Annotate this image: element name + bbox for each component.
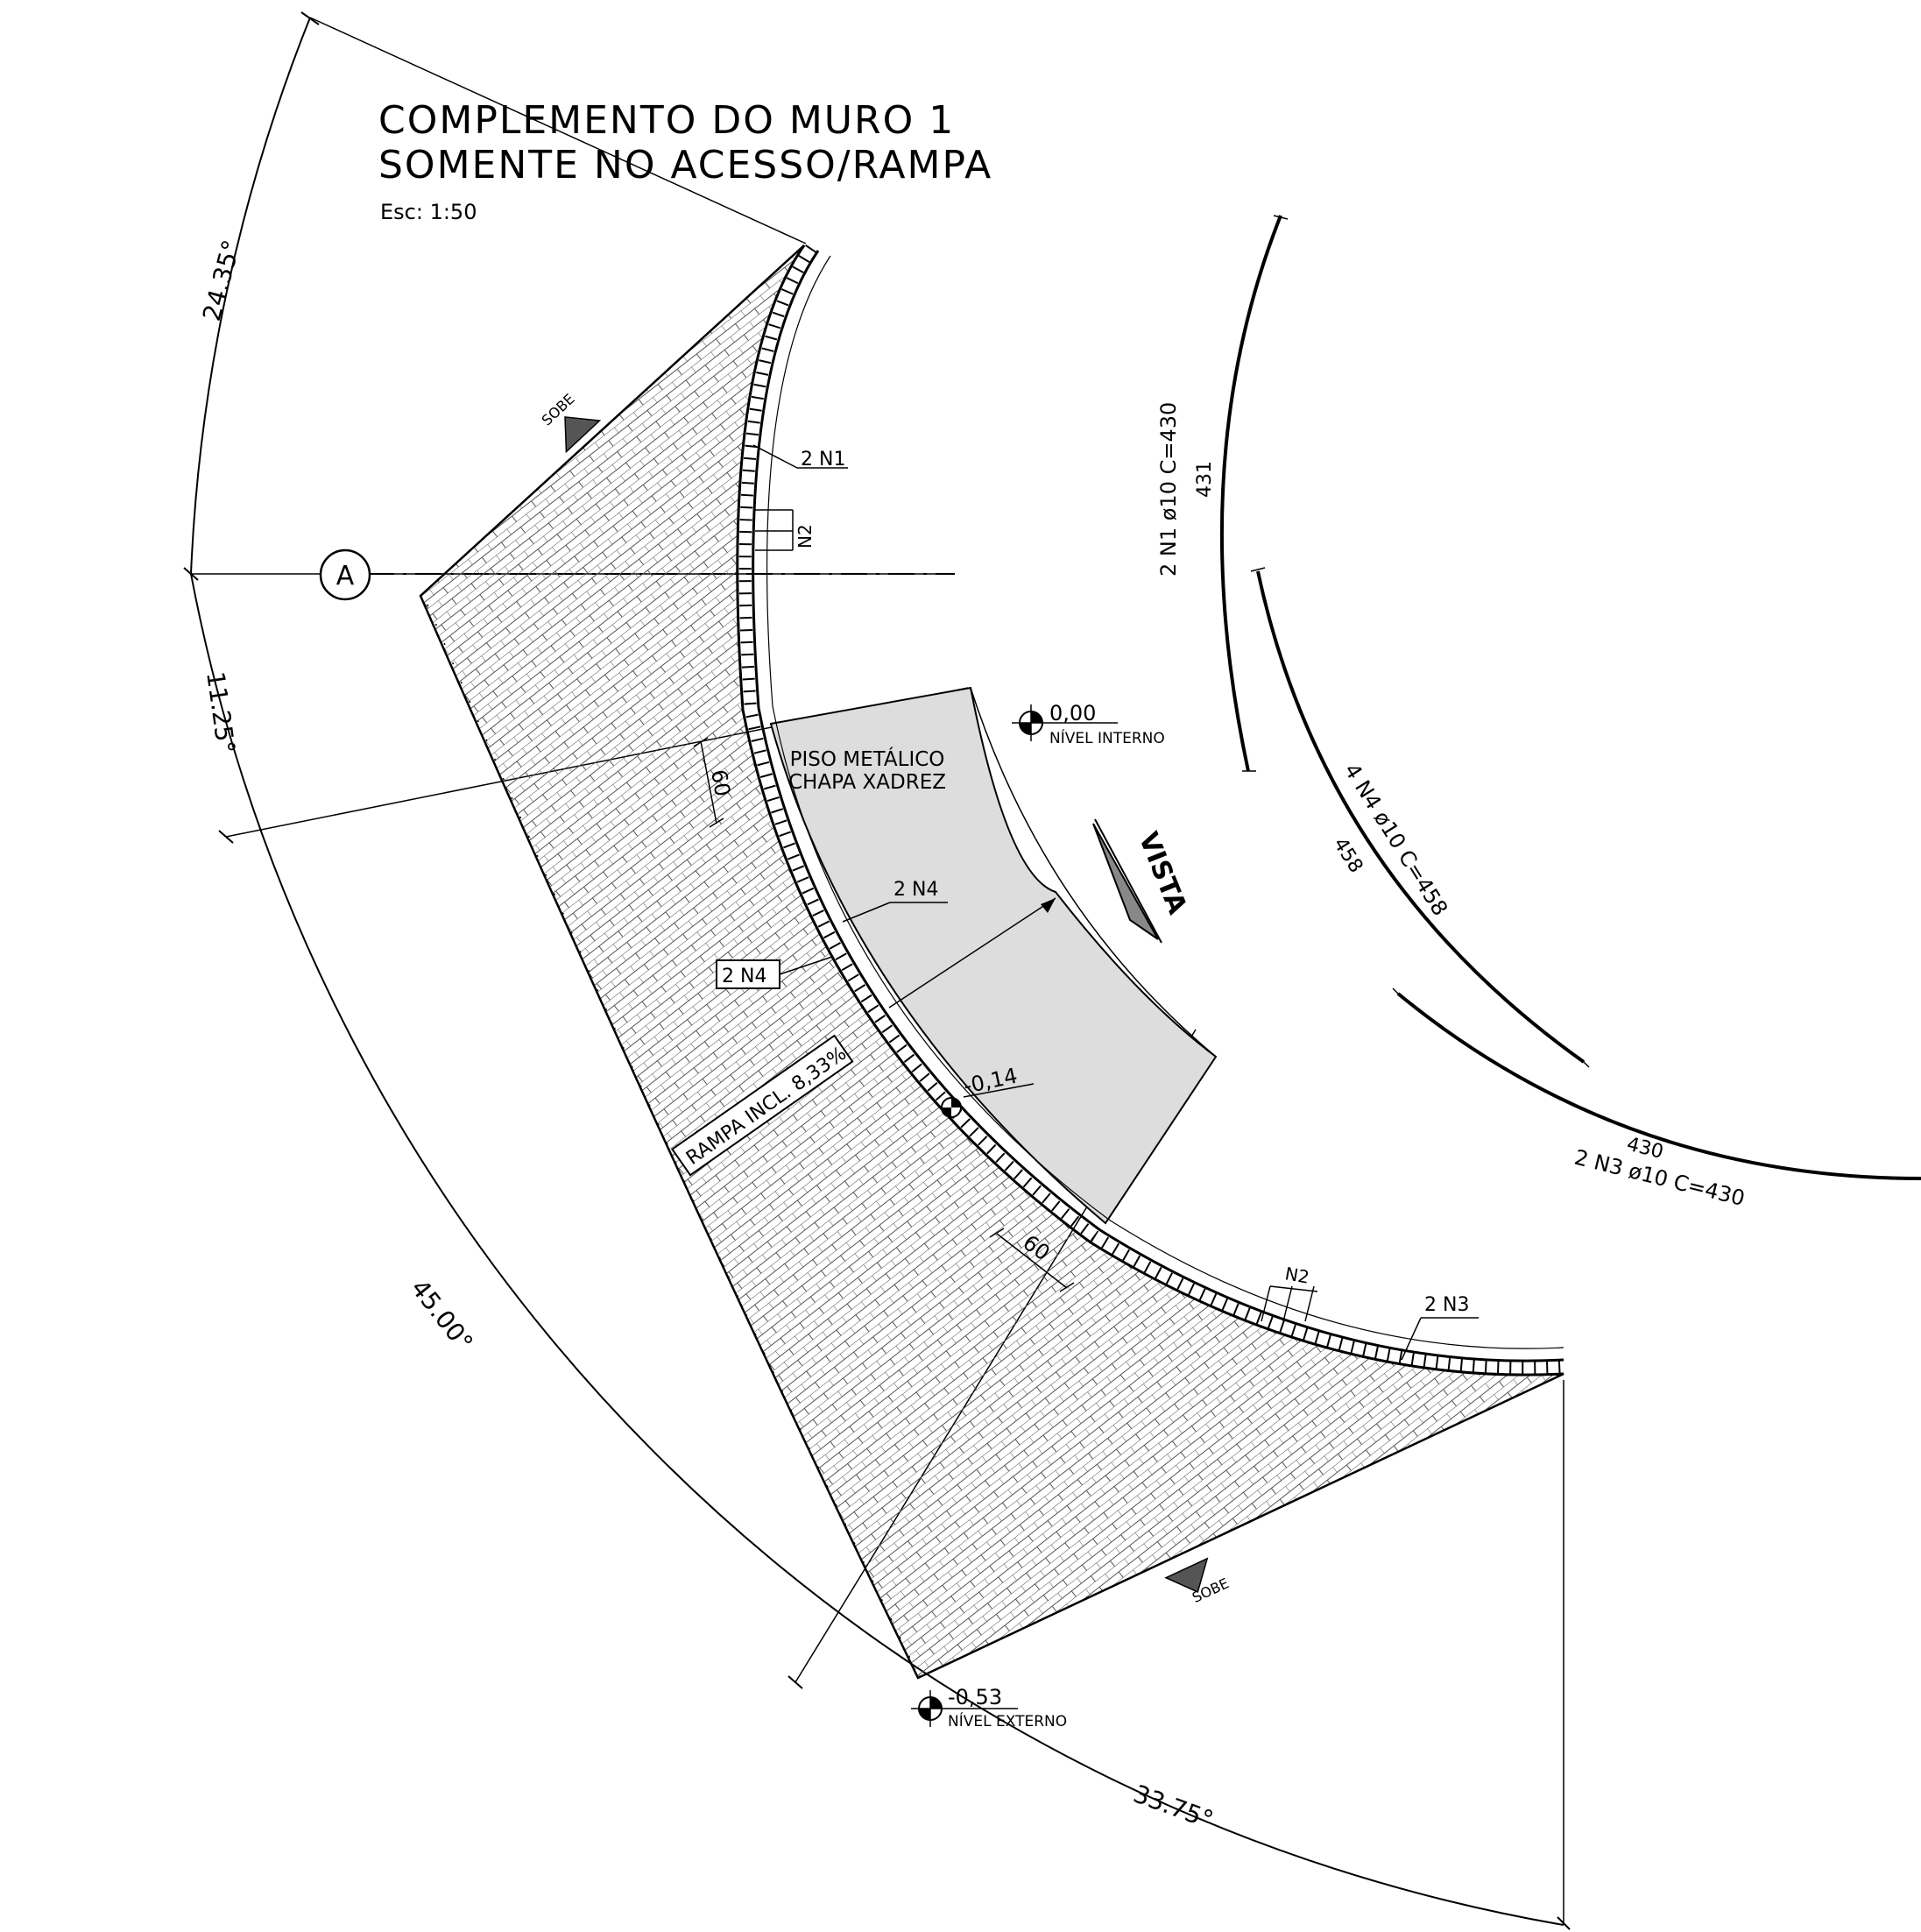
- angle-45-00: 45.00°: [405, 1274, 478, 1357]
- callout-2n4-top: 2 N4: [893, 879, 938, 901]
- rebar-n4-length: 458: [1329, 834, 1367, 877]
- metal-floor: [769, 686, 1218, 1225]
- title-line-2: SOMENTE NO ACESSO/RAMPA: [378, 143, 992, 188]
- callout-n2-bottom: N2: [1283, 1263, 1310, 1287]
- floor-label-line1: PISO METÁLICO: [790, 747, 945, 771]
- level-internal-label: NÍVEL INTERNO: [1049, 728, 1165, 747]
- level-external-value: -0,53: [948, 1685, 1002, 1709]
- level-external: -0,53 NÍVEL EXTERNO: [911, 1685, 1067, 1730]
- scale-note: Esc: 1:50: [380, 200, 477, 224]
- rebar-callouts: 2 N1 N2 2 N4 2 N4 N2 2 N3: [716, 444, 1479, 1361]
- section-marker: [319, 548, 371, 601]
- title-line-1: COMPLEMENTO DO MURO 1: [378, 98, 955, 143]
- rebar-n1-spec: 2 N1 ø10 C=430: [1156, 402, 1181, 577]
- section-cut-a: A: [319, 548, 955, 601]
- rebar-n4-spec: 4 N4 ø10 C=458: [1339, 759, 1452, 920]
- level-internal-value: 0,00: [1049, 701, 1096, 725]
- callout-n2-top: N2: [795, 524, 816, 548]
- metal-floor-label: PISO METÁLICO CHAPA XADREZ: [788, 747, 946, 794]
- rebar-n1-length: 431: [1194, 461, 1216, 498]
- callout-2n1: 2 N1: [801, 449, 845, 471]
- floor-label-line2: CHAPA XADREZ: [788, 771, 946, 794]
- angle-11-25: 11.25°: [201, 669, 241, 755]
- title-block: COMPLEMENTO DO MURO 1 SOMENTE NO ACESSO/…: [378, 98, 992, 224]
- sobe-arrow-bottom: SOBE: [1164, 1557, 1232, 1606]
- callout-2n3: 2 N3: [1424, 1294, 1469, 1316]
- curved-wall: [736, 244, 1564, 1376]
- vista-view-arrow: VISTA: [1092, 818, 1193, 944]
- angle-24-35: 24.35°: [197, 237, 246, 324]
- callout-2n4-boxed: 2 N4: [722, 966, 766, 987]
- level-internal: 0,00 NÍVEL INTERNO: [1012, 701, 1165, 747]
- angle-33-75: 33.75°: [1130, 1780, 1218, 1835]
- dim-60-top: 60: [706, 768, 735, 798]
- level-external-label: NÍVEL EXTERNO: [948, 1711, 1067, 1730]
- callout-2n4-box: [716, 959, 780, 989]
- angular-dimension-arc: 24.35° 11.25° 45.00° 33.75°: [183, 11, 1571, 1930]
- rebar-schedule: 2 N1 ø10 C=430 431 4 N4 ø10 C=458 458 2 …: [1156, 215, 1921, 1211]
- section-marker-label: A: [336, 561, 355, 591]
